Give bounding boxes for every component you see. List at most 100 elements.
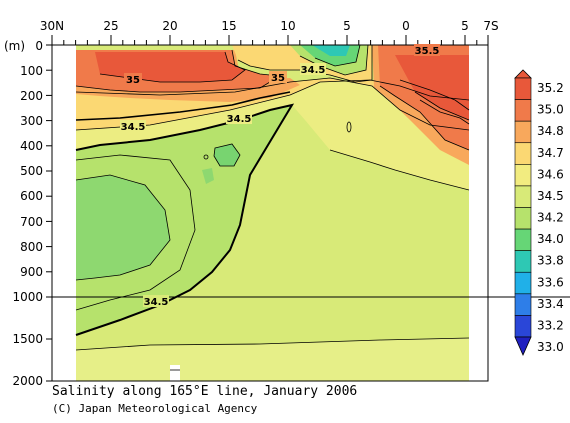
fill-33-8-eq — [312, 45, 350, 56]
contour-label: 34.5 — [144, 297, 169, 308]
contour-35-north — [75, 49, 282, 93]
contour-label-bg — [120, 120, 146, 132]
y-tick-label: 1000 — [12, 290, 43, 304]
colorbar-label: 33.2 — [537, 318, 564, 332]
contour-lines — [75, 45, 470, 371]
chart-credit: (C) Japan Meteorological Agency — [52, 402, 258, 415]
colorbar-swatch — [514, 250, 532, 273]
contour-34-5-upper-thick — [75, 91, 291, 121]
x-tick-label: 5 — [461, 19, 469, 33]
contour-labels: 35.5 34.5 35 35 34.5 34.5 34.5 — [120, 44, 440, 308]
colorbar-swatch — [514, 77, 532, 100]
contour-island — [213, 143, 241, 167]
y-tick-label: 400 — [20, 139, 43, 153]
contour-label-bg — [226, 112, 252, 124]
contour-label-bg — [124, 73, 142, 85]
y-tick-label: 500 — [20, 164, 43, 178]
y-tick-label: 300 — [20, 114, 43, 128]
contour-label-bg — [300, 63, 326, 75]
x-tick-label: 7S — [483, 19, 498, 33]
x-tick-label: 30N — [40, 19, 64, 33]
contour-label: 35.5 — [415, 46, 440, 57]
y-tick-label: 1500 — [12, 332, 43, 346]
colorbar-swatch — [514, 207, 532, 230]
contour-label: 35 — [271, 73, 285, 84]
contour-label-bg — [414, 44, 440, 56]
colorbar: 35.2 35.0 34.8 34.7 34.6 34.5 34.2 34.0 33.8 33.6… — [514, 69, 564, 356]
contour-label: 34.5 — [121, 122, 146, 133]
colorbar-label: 33.8 — [537, 254, 564, 268]
y-tick-label: 800 — [20, 240, 43, 254]
y-tick-label: 2000 — [12, 374, 43, 388]
contour-label-bg — [143, 295, 169, 307]
x-tick-label: 5 — [343, 19, 351, 33]
contour-35-south — [379, 85, 470, 151]
contour-dot — [203, 154, 209, 160]
y-tick-label: 900 — [20, 265, 43, 279]
colorbar-swatch — [514, 228, 532, 251]
fill-34-7-upper — [76, 80, 469, 190]
colorbar-arrow-top — [514, 69, 532, 79]
fill-34-8 — [76, 78, 469, 130]
colorbar-label: 35.2 — [537, 81, 564, 95]
contour-35-4-south — [419, 99, 470, 125]
x-axis-labels: 30N 25 20 15 10 5 0 5 7S — [40, 19, 499, 33]
contour-eq-34-2 — [299, 45, 369, 76]
colorbar-label: 35.0 — [537, 103, 564, 117]
no-data-east — [469, 45, 488, 381]
colorbar-label: 33.4 — [537, 297, 564, 311]
y-tick-label: 600 — [20, 189, 43, 203]
contour-34-6-deep — [75, 337, 470, 351]
y-unit-label: (m) — [4, 39, 25, 53]
colorbar-swatch — [514, 293, 532, 316]
contour-label-bg — [269, 71, 287, 83]
no-data-west — [52, 45, 76, 381]
y-tick-label: 200 — [20, 89, 43, 103]
fill-35-2-south — [395, 55, 469, 120]
x-tick-label: 20 — [162, 19, 177, 33]
contour-label: 35 — [126, 75, 140, 86]
x-tick-label: 10 — [280, 19, 295, 33]
chart-title: Salinity along 165°E line, January 2006 — [52, 384, 358, 399]
fill-34-0-island — [214, 144, 240, 166]
colorbar-swatch — [514, 120, 532, 144]
contour-34-6-east — [329, 149, 470, 191]
colorbar-label: 34.7 — [537, 146, 564, 160]
colorbar-swatch — [514, 164, 532, 187]
fill-34-0-west — [76, 175, 170, 280]
colorbar-label: 34.8 — [537, 124, 564, 138]
colorbar-label: 34.0 — [537, 232, 564, 246]
y-tick-label: 100 — [20, 64, 43, 78]
y-axis-ticks — [46, 44, 52, 382]
contour-label: 34.5 — [301, 65, 326, 76]
y-axis-labels: (m) 0 100 200 300 400 500 600 700 800 90… — [4, 39, 43, 388]
fill-34-0-small — [202, 168, 214, 184]
colorbar-swatch — [514, 271, 532, 295]
y-tick-label: 700 — [20, 215, 43, 229]
colorbar-label: 33.6 — [537, 275, 564, 289]
contour-eq-34-0 — [314, 45, 361, 67]
x-tick-label: 15 — [221, 19, 236, 33]
contour-34-5-thick — [75, 103, 295, 336]
contour-35-2-south — [414, 91, 470, 121]
colorbar-label: 34.6 — [537, 167, 564, 181]
colorbar-swatch — [514, 185, 532, 208]
colorbar-label: 34.2 — [537, 211, 564, 225]
contour-34-6-upper — [75, 79, 470, 131]
contour-small-ellipse — [346, 121, 352, 133]
top-axis-ticks — [51, 35, 489, 45]
x-tick-label: 0 — [402, 19, 410, 33]
plot-frame — [51, 44, 489, 382]
contour-34-2-west — [75, 174, 171, 281]
x-tick-label: 25 — [103, 19, 118, 33]
contour-label: 34.5 — [227, 114, 252, 125]
fill-34-2 — [76, 105, 292, 335]
colorbar-label: 33.0 — [537, 340, 564, 354]
colorbar-swatch — [514, 315, 532, 338]
no-data-gap — [170, 365, 180, 381]
colorbar-swatch — [514, 142, 532, 165]
contour-34-7 — [75, 77, 470, 131]
colorbar-swatch — [514, 99, 532, 122]
contour-35-5-south — [399, 79, 470, 111]
